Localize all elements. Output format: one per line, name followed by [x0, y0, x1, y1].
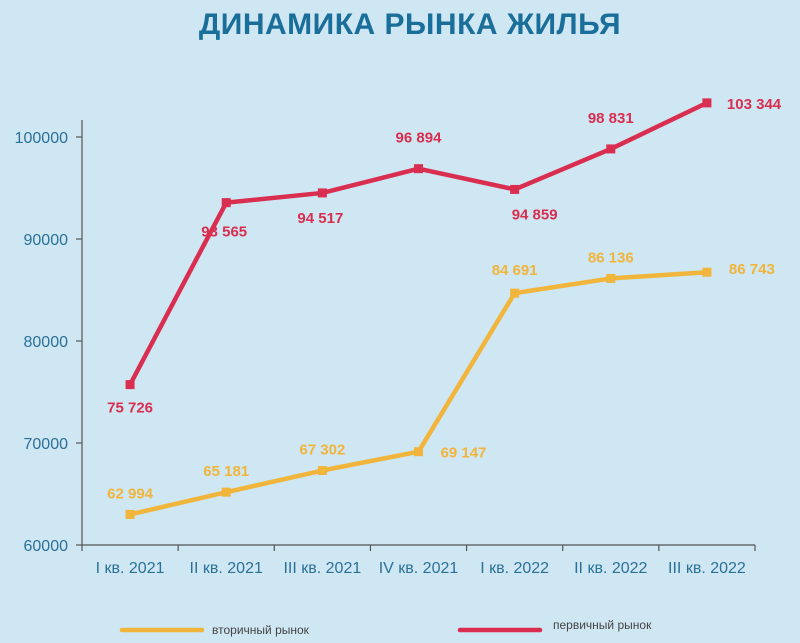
x-tick-label: III кв. 2022: [668, 560, 746, 577]
primary-market-data-label: 98 831: [588, 110, 634, 127]
primary-market-data-label: 75 726: [107, 400, 153, 417]
legend-primary-label: первичный рынок: [553, 618, 652, 632]
y-tick-label: 60000: [24, 538, 69, 555]
secondary-market-point: [510, 288, 520, 298]
secondary-market-data-label: 69 147: [441, 445, 487, 462]
y-tick-label: 100000: [15, 130, 68, 147]
y-tick-label: 90000: [24, 232, 69, 249]
x-tick-label: I кв. 2022: [480, 560, 549, 577]
secondary-market-data-label: 86 743: [729, 261, 775, 278]
primary-market-point: [702, 98, 712, 108]
secondary-market-point: [317, 466, 327, 476]
secondary-market-data-label: 84 691: [492, 262, 538, 279]
secondary-market-data-label: 86 136: [588, 249, 634, 266]
x-tick-label: IV кв. 2021: [379, 560, 459, 577]
secondary-market-point: [606, 273, 616, 283]
secondary-market-point: [414, 447, 423, 457]
x-tick-label: III кв. 2021: [283, 560, 361, 577]
primary-market-point: [414, 164, 423, 174]
primary-market-data-label: 96 894: [396, 130, 443, 147]
primary-market-data-label: 94 859: [512, 206, 558, 223]
chart-title: ДИНАМИКА РЫНКА ЖИЛЬЯ: [198, 8, 622, 41]
x-tick-label: II кв. 2022: [574, 560, 647, 577]
primary-market-point: [125, 380, 135, 390]
primary-market-data-label: 103 344: [727, 96, 782, 113]
primary-market-point: [221, 198, 231, 208]
primary-market-point: [606, 144, 616, 154]
x-tick-label: II кв. 2021: [190, 560, 263, 577]
y-tick-label: 80000: [24, 334, 69, 351]
primary-market-point: [510, 184, 520, 194]
primary-market-point: [317, 188, 327, 198]
primary-market-data-label: 94 517: [297, 210, 343, 227]
secondary-market-point: [221, 487, 231, 497]
legend-secondary-label: вторичный рынок: [212, 623, 310, 637]
secondary-market-data-label: 65 181: [203, 463, 249, 480]
secondary-market-point: [702, 267, 712, 277]
x-tick-label: I кв. 2021: [96, 560, 165, 577]
secondary-market-point: [125, 509, 135, 519]
secondary-market-data-label: 67 302: [299, 442, 345, 459]
y-tick-label: 70000: [24, 436, 69, 453]
secondary-market-data-label: 62 994: [107, 485, 154, 502]
primary-market-data-label: 93 565: [201, 224, 247, 241]
